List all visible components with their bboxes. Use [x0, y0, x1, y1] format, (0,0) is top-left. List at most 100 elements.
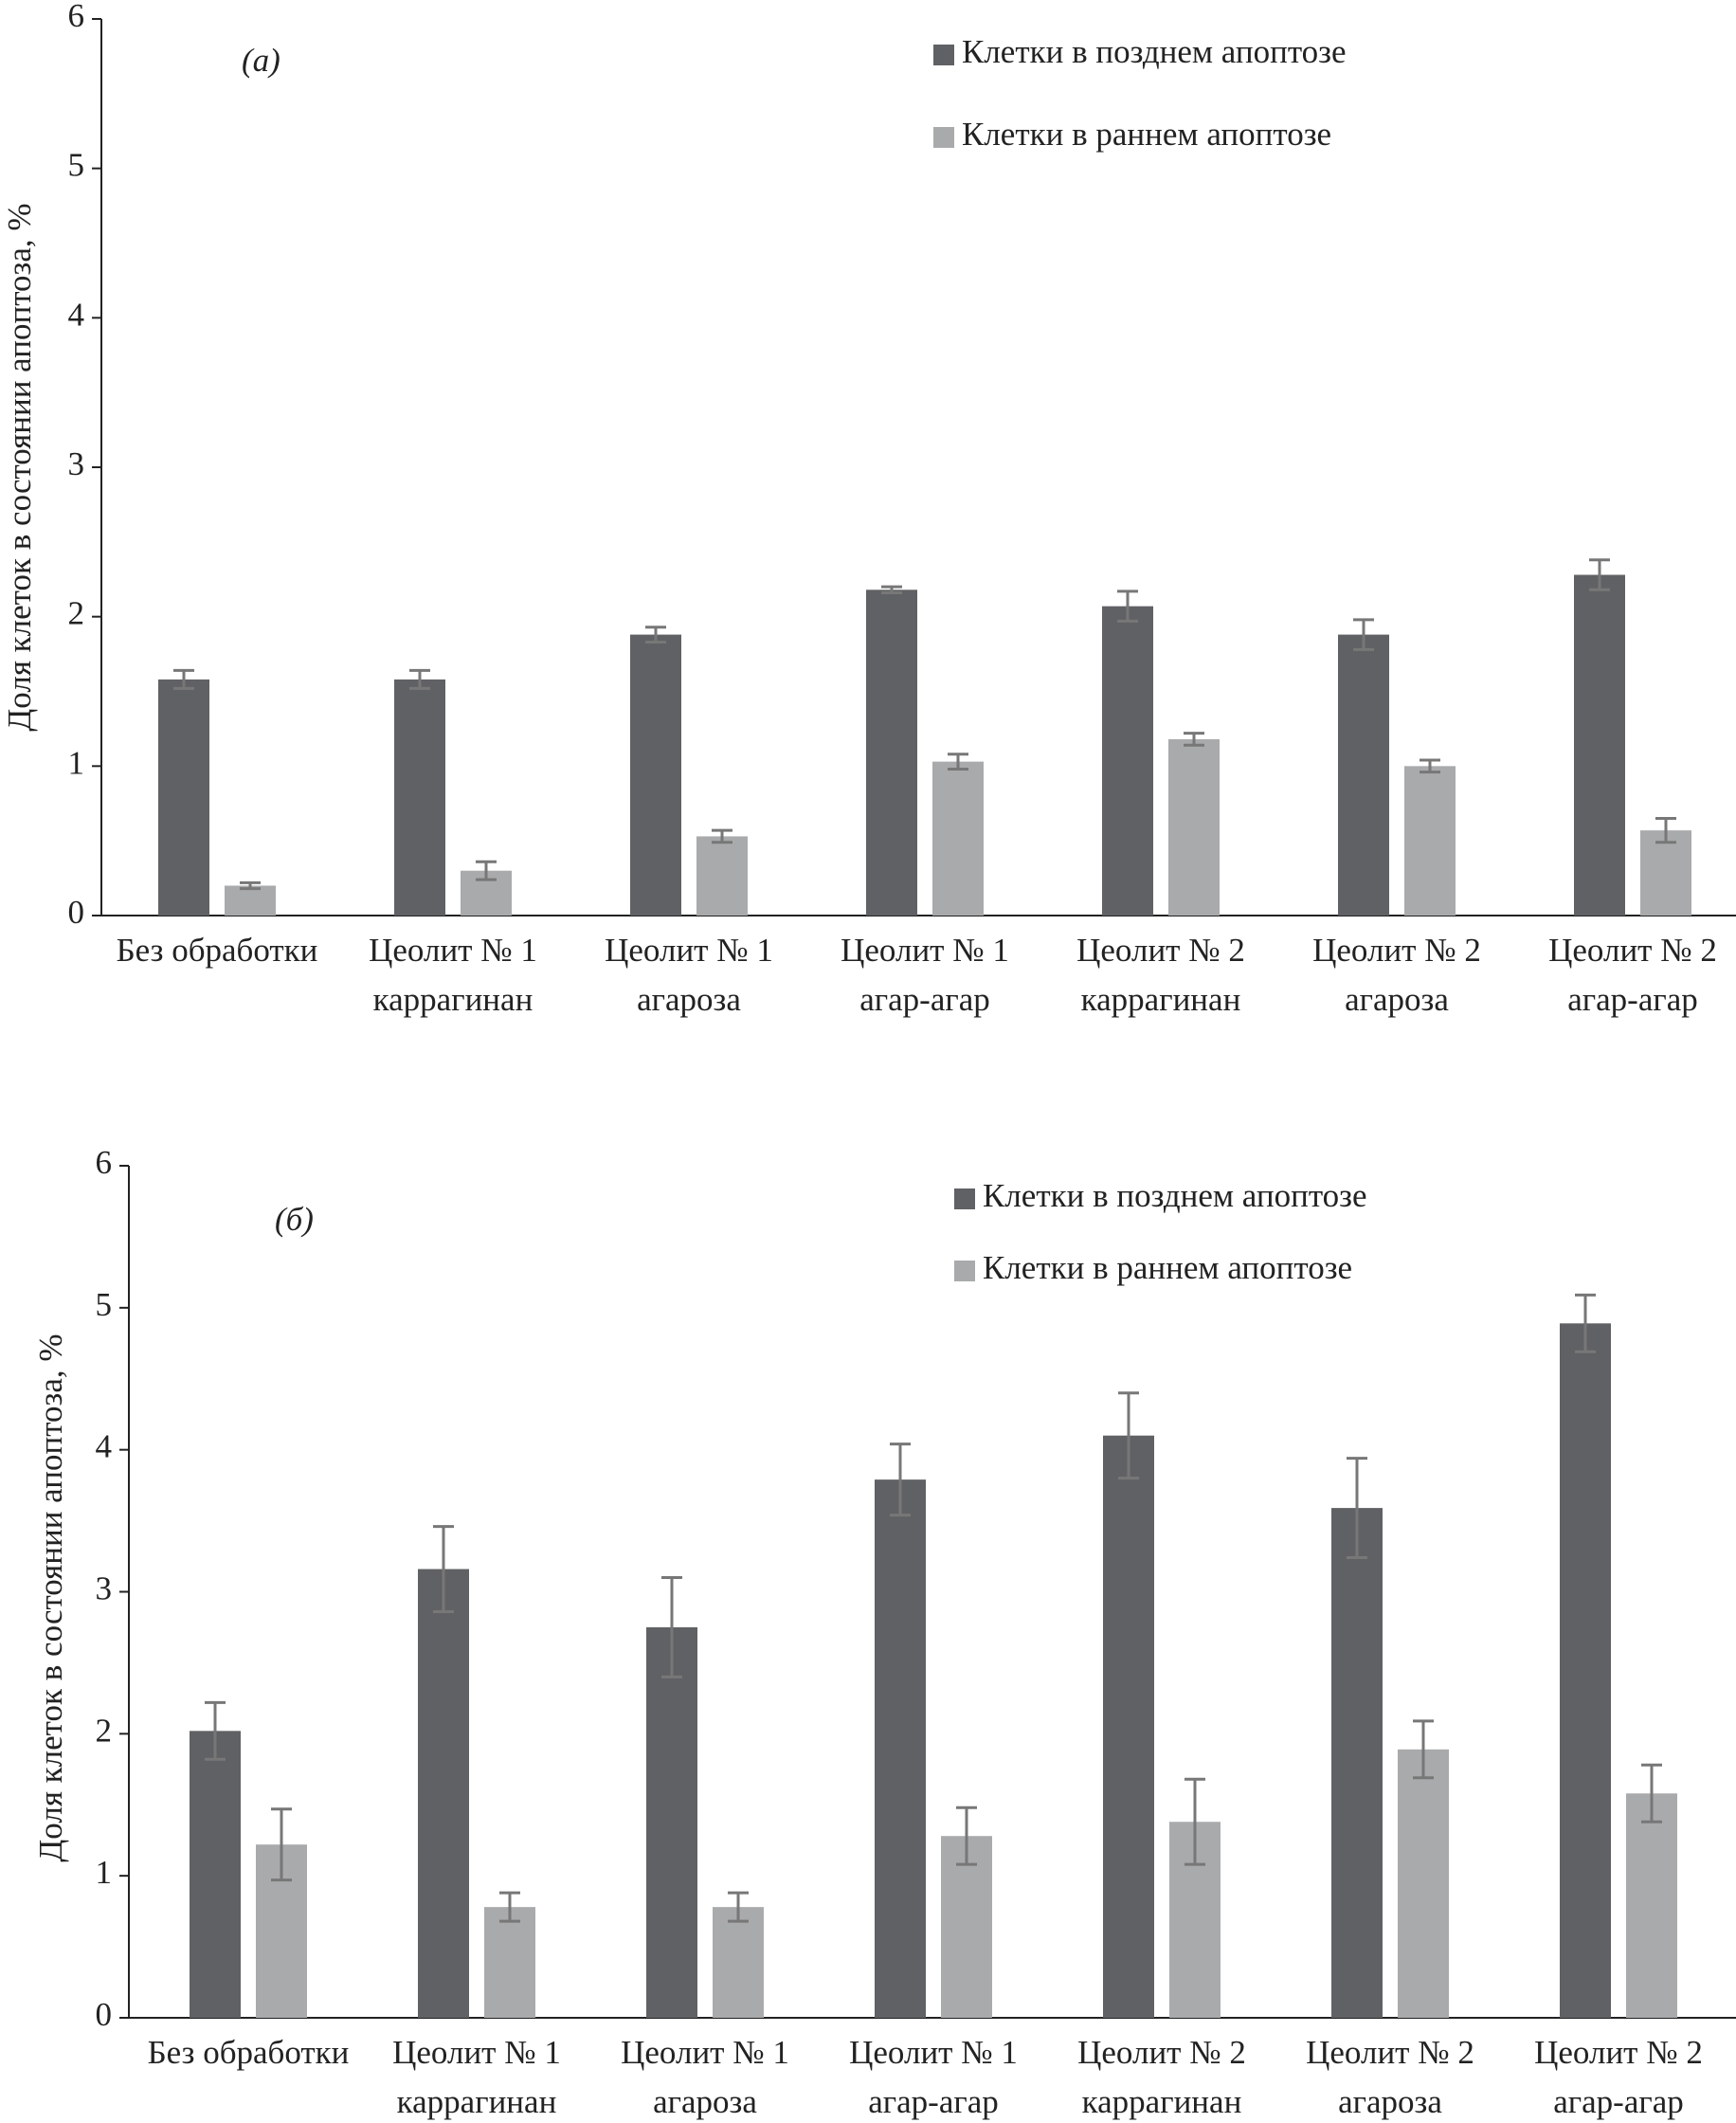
x-tick-label: Цеолит № 1 [369, 932, 537, 969]
legend-label: Клетки в позднем апоптозе [962, 33, 1347, 70]
x-tick-label: Цеолит № 2 [1076, 932, 1245, 969]
error-bar [205, 1700, 226, 1761]
y-tick-label: 6 [68, 0, 85, 34]
x-tick-label: агароза [653, 2083, 757, 2120]
error-bar [1184, 732, 1204, 747]
bar [713, 1907, 764, 2018]
y-tick-label: 4 [96, 1428, 113, 1465]
legend-label: Клетки в раннем апоптозе [962, 116, 1331, 153]
y-tick-label: 1 [68, 744, 85, 781]
x-tick-label: агар-агар [1567, 981, 1698, 1018]
x-tick-label: каррагинан [1081, 981, 1241, 1018]
bar [1168, 738, 1220, 916]
y-tick-label: 0 [96, 1996, 113, 2033]
bar [1331, 1508, 1383, 2018]
error-bar [271, 1807, 292, 1882]
bar [158, 679, 209, 916]
x-tick-label: Цеолит № 1 [621, 2034, 789, 2071]
error-bar [1117, 590, 1138, 623]
x-tick-label: агароза [1345, 981, 1449, 1018]
error-bar [476, 860, 497, 881]
bar [630, 634, 681, 916]
error-bar [1184, 1777, 1205, 1866]
bar [1102, 606, 1153, 916]
error-bar [890, 1443, 911, 1517]
y-tick-label: 3 [96, 1570, 113, 1607]
x-tick-label: Цеолит № 2 [1534, 2034, 1703, 2071]
y-tick-label: 2 [68, 595, 85, 632]
y-tick-label: 1 [96, 1854, 113, 1891]
bar [1404, 766, 1456, 916]
legend-swatch [933, 45, 954, 65]
bar [394, 679, 445, 916]
x-tick-label: Цеолит № 2 [1548, 932, 1717, 969]
legend-swatch [954, 1261, 975, 1281]
x-tick-label: каррагинан [1082, 2083, 1242, 2120]
x-tick-label: агароза [637, 981, 741, 1018]
legend-label: Клетки в позднем апоптозе [983, 1177, 1367, 1214]
bar [1103, 1435, 1154, 2018]
y-tick-label: 0 [68, 894, 85, 931]
error-bar [881, 585, 902, 594]
error-bar [956, 1805, 977, 1866]
error-bar [1575, 1293, 1596, 1353]
x-tick-label: агар-агар [859, 981, 990, 1018]
bar [190, 1731, 241, 2018]
y-tick-label: 2 [96, 1712, 113, 1749]
bar [1560, 1323, 1611, 2018]
bar [1626, 1793, 1677, 2018]
bar [696, 836, 748, 916]
error-bar [1353, 618, 1374, 651]
bar [941, 1836, 992, 2018]
error-bar [1589, 558, 1610, 591]
bar [646, 1626, 697, 2018]
bar [932, 761, 984, 916]
bar [484, 1907, 535, 2018]
legend-swatch [933, 127, 954, 148]
panel-label: (а) [242, 42, 280, 79]
error-bar [409, 668, 430, 690]
y-tick-label: 4 [68, 296, 85, 333]
x-tick-label: агар-агар [1553, 2083, 1684, 2120]
error-bar [1420, 758, 1440, 774]
y-tick-label: 3 [68, 445, 85, 482]
error-bar [661, 1576, 682, 1678]
x-tick-label: Цеолит № 1 [841, 932, 1009, 969]
error-bar [1118, 1391, 1139, 1480]
error-bar [433, 1525, 454, 1613]
error-bar [948, 753, 968, 771]
error-bar [712, 828, 732, 844]
bar [418, 1569, 469, 2018]
y-tick-label: 5 [68, 147, 85, 184]
bar [1640, 830, 1691, 916]
x-tick-label: агароза [1338, 2083, 1442, 2120]
error-bar [240, 880, 261, 891]
error-bar [728, 1891, 749, 1923]
bar [1398, 1749, 1449, 2018]
bar [225, 885, 276, 916]
error-bar [1347, 1457, 1367, 1560]
y-axis-label: Доля клеток в состоянии апоптоза, % [32, 1334, 69, 1861]
x-tick-label: Без обработки [148, 2034, 350, 2071]
x-tick-label: Цеолит № 2 [1306, 2034, 1474, 2071]
x-tick-label: каррагинан [373, 981, 533, 1018]
x-tick-label: Цеолит № 1 [392, 2034, 561, 2071]
bar [866, 590, 917, 916]
error-bar [173, 668, 194, 690]
y-axis-label: Доля клеток в состоянии апоптоза, % [1, 203, 38, 731]
bar [875, 1479, 926, 2018]
x-tick-label: агар-агар [868, 2083, 999, 2120]
y-tick-label: 6 [96, 1144, 113, 1181]
x-tick-label: каррагинан [397, 2083, 557, 2120]
panel-label: (б) [275, 1201, 314, 1238]
x-tick-label: Цеолит № 1 [605, 932, 773, 969]
error-bar [499, 1891, 520, 1923]
legend-label: Клетки в раннем апоптозе [983, 1249, 1352, 1286]
x-tick-label: Цеолит № 2 [1077, 2034, 1246, 2071]
error-bar [645, 626, 666, 644]
bar [1574, 574, 1625, 916]
x-tick-label: Без обработки [117, 932, 318, 969]
bar [1338, 634, 1389, 916]
